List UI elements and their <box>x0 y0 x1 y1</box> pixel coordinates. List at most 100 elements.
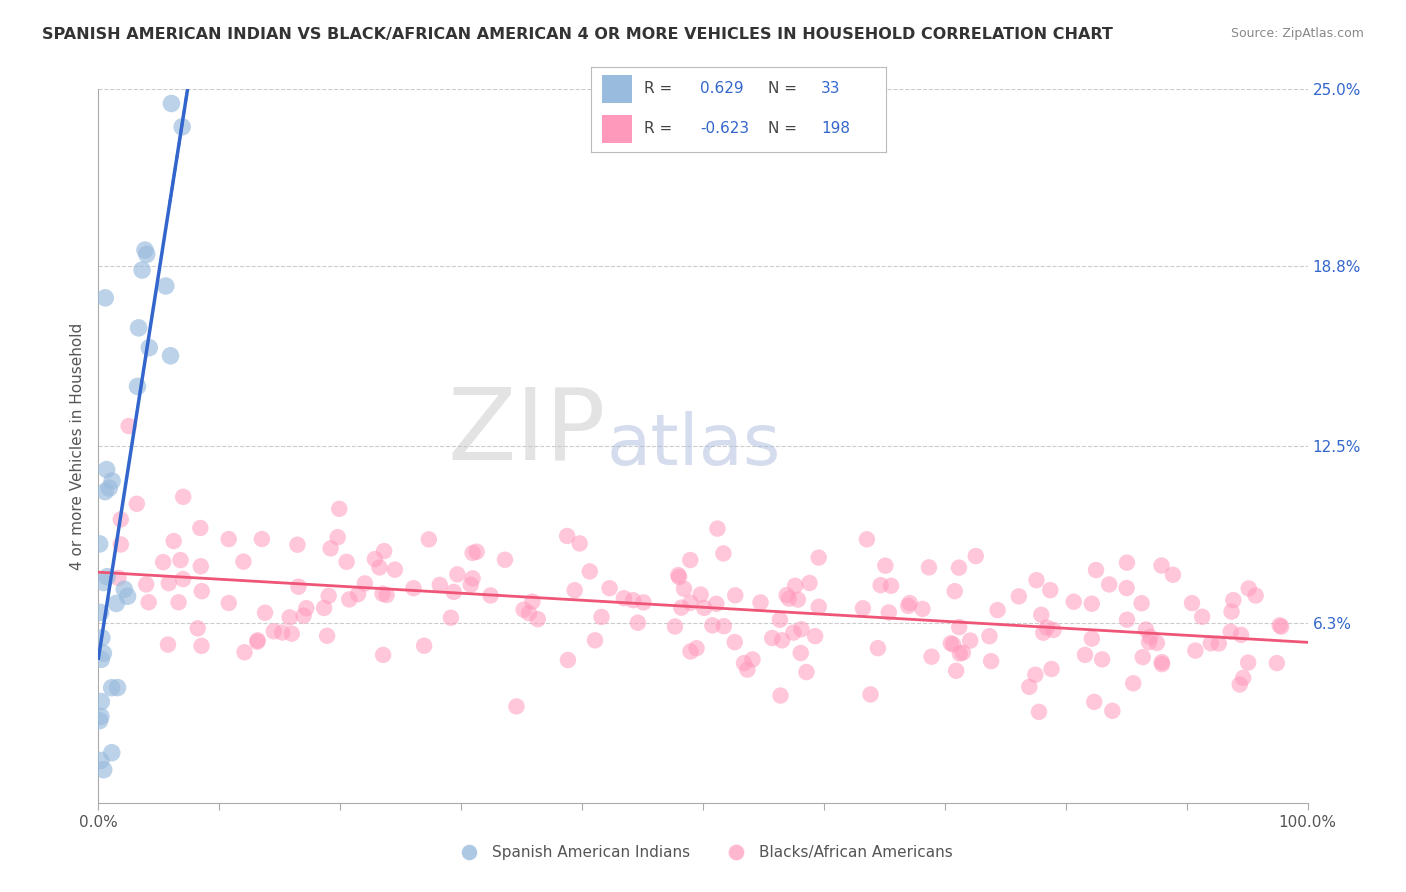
Point <box>790 622 813 636</box>
Point <box>859 688 882 702</box>
Point <box>117 589 139 603</box>
Point <box>218 596 240 610</box>
Text: 0.629: 0.629 <box>700 81 744 96</box>
Point <box>591 610 613 624</box>
Point <box>107 681 129 695</box>
Point <box>673 582 696 596</box>
Point <box>131 263 153 277</box>
Point <box>804 629 827 643</box>
Point <box>98 481 121 495</box>
Text: R =: R = <box>644 121 672 136</box>
Point <box>965 549 987 563</box>
Point <box>880 579 903 593</box>
Point <box>1229 677 1251 691</box>
Point <box>110 512 132 526</box>
Point <box>527 612 550 626</box>
Point <box>775 588 797 602</box>
Point <box>959 633 981 648</box>
Point <box>371 587 394 601</box>
Point <box>943 584 966 599</box>
Point <box>1265 656 1288 670</box>
Point <box>479 589 502 603</box>
Point <box>295 601 318 615</box>
Point <box>127 379 149 393</box>
Point <box>89 537 111 551</box>
Point <box>1091 652 1114 666</box>
Point <box>233 645 256 659</box>
Point <box>911 602 934 616</box>
Point <box>100 681 122 695</box>
Point <box>172 490 194 504</box>
Point <box>679 553 702 567</box>
Point <box>987 603 1010 617</box>
Point <box>232 555 254 569</box>
Point <box>96 462 118 476</box>
Point <box>281 626 304 640</box>
Point <box>1122 676 1144 690</box>
Point <box>461 546 484 560</box>
Point <box>713 619 735 633</box>
Point <box>948 560 970 574</box>
Point <box>159 349 181 363</box>
Point <box>621 593 644 607</box>
FancyBboxPatch shape <box>602 115 631 143</box>
Point <box>418 533 440 547</box>
Point <box>685 641 707 656</box>
Point <box>1040 662 1063 676</box>
Point <box>949 647 972 661</box>
Point <box>945 664 967 678</box>
Point <box>163 534 186 549</box>
Point <box>1098 577 1121 591</box>
Text: N =: N = <box>768 121 797 136</box>
Point <box>292 608 315 623</box>
Point <box>1208 636 1230 650</box>
Point <box>138 595 160 609</box>
Point <box>278 610 301 624</box>
Point <box>347 587 370 601</box>
Point <box>790 646 813 660</box>
Text: 198: 198 <box>821 121 849 136</box>
Point <box>724 635 747 649</box>
Point <box>869 578 891 592</box>
Point <box>778 591 800 606</box>
Point <box>1270 620 1292 634</box>
Point <box>1039 583 1062 598</box>
Point <box>1031 607 1053 622</box>
Point <box>724 588 747 602</box>
Text: SPANISH AMERICAN INDIAN VS BLACK/AFRICAN AMERICAN 4 OR MORE VEHICLES IN HOUSEHOL: SPANISH AMERICAN INDIAN VS BLACK/AFRICAN… <box>42 27 1114 42</box>
Point <box>1018 680 1040 694</box>
Point <box>429 578 451 592</box>
Point <box>89 714 111 728</box>
Point <box>105 596 128 610</box>
Point <box>568 536 591 550</box>
FancyBboxPatch shape <box>602 76 631 103</box>
Point <box>1244 589 1267 603</box>
Point <box>1139 630 1161 644</box>
Point <box>253 606 276 620</box>
Point <box>312 601 335 615</box>
Text: 33: 33 <box>821 81 841 96</box>
Point <box>319 541 342 556</box>
Point <box>364 552 387 566</box>
Point <box>172 572 194 586</box>
Point <box>517 606 540 620</box>
Point <box>93 575 115 590</box>
Point <box>190 584 212 599</box>
Point <box>440 611 463 625</box>
Point <box>769 689 792 703</box>
Point <box>505 699 527 714</box>
Point <box>246 634 269 648</box>
Point <box>128 321 150 335</box>
Point <box>90 695 112 709</box>
Point <box>980 654 1002 668</box>
Point <box>134 243 156 257</box>
Point <box>761 631 783 645</box>
Point <box>1132 650 1154 665</box>
Point <box>353 576 375 591</box>
Point <box>1150 558 1173 573</box>
Point <box>737 663 759 677</box>
Point <box>90 606 112 620</box>
Point <box>713 546 735 560</box>
Point <box>671 600 693 615</box>
Point <box>287 580 309 594</box>
